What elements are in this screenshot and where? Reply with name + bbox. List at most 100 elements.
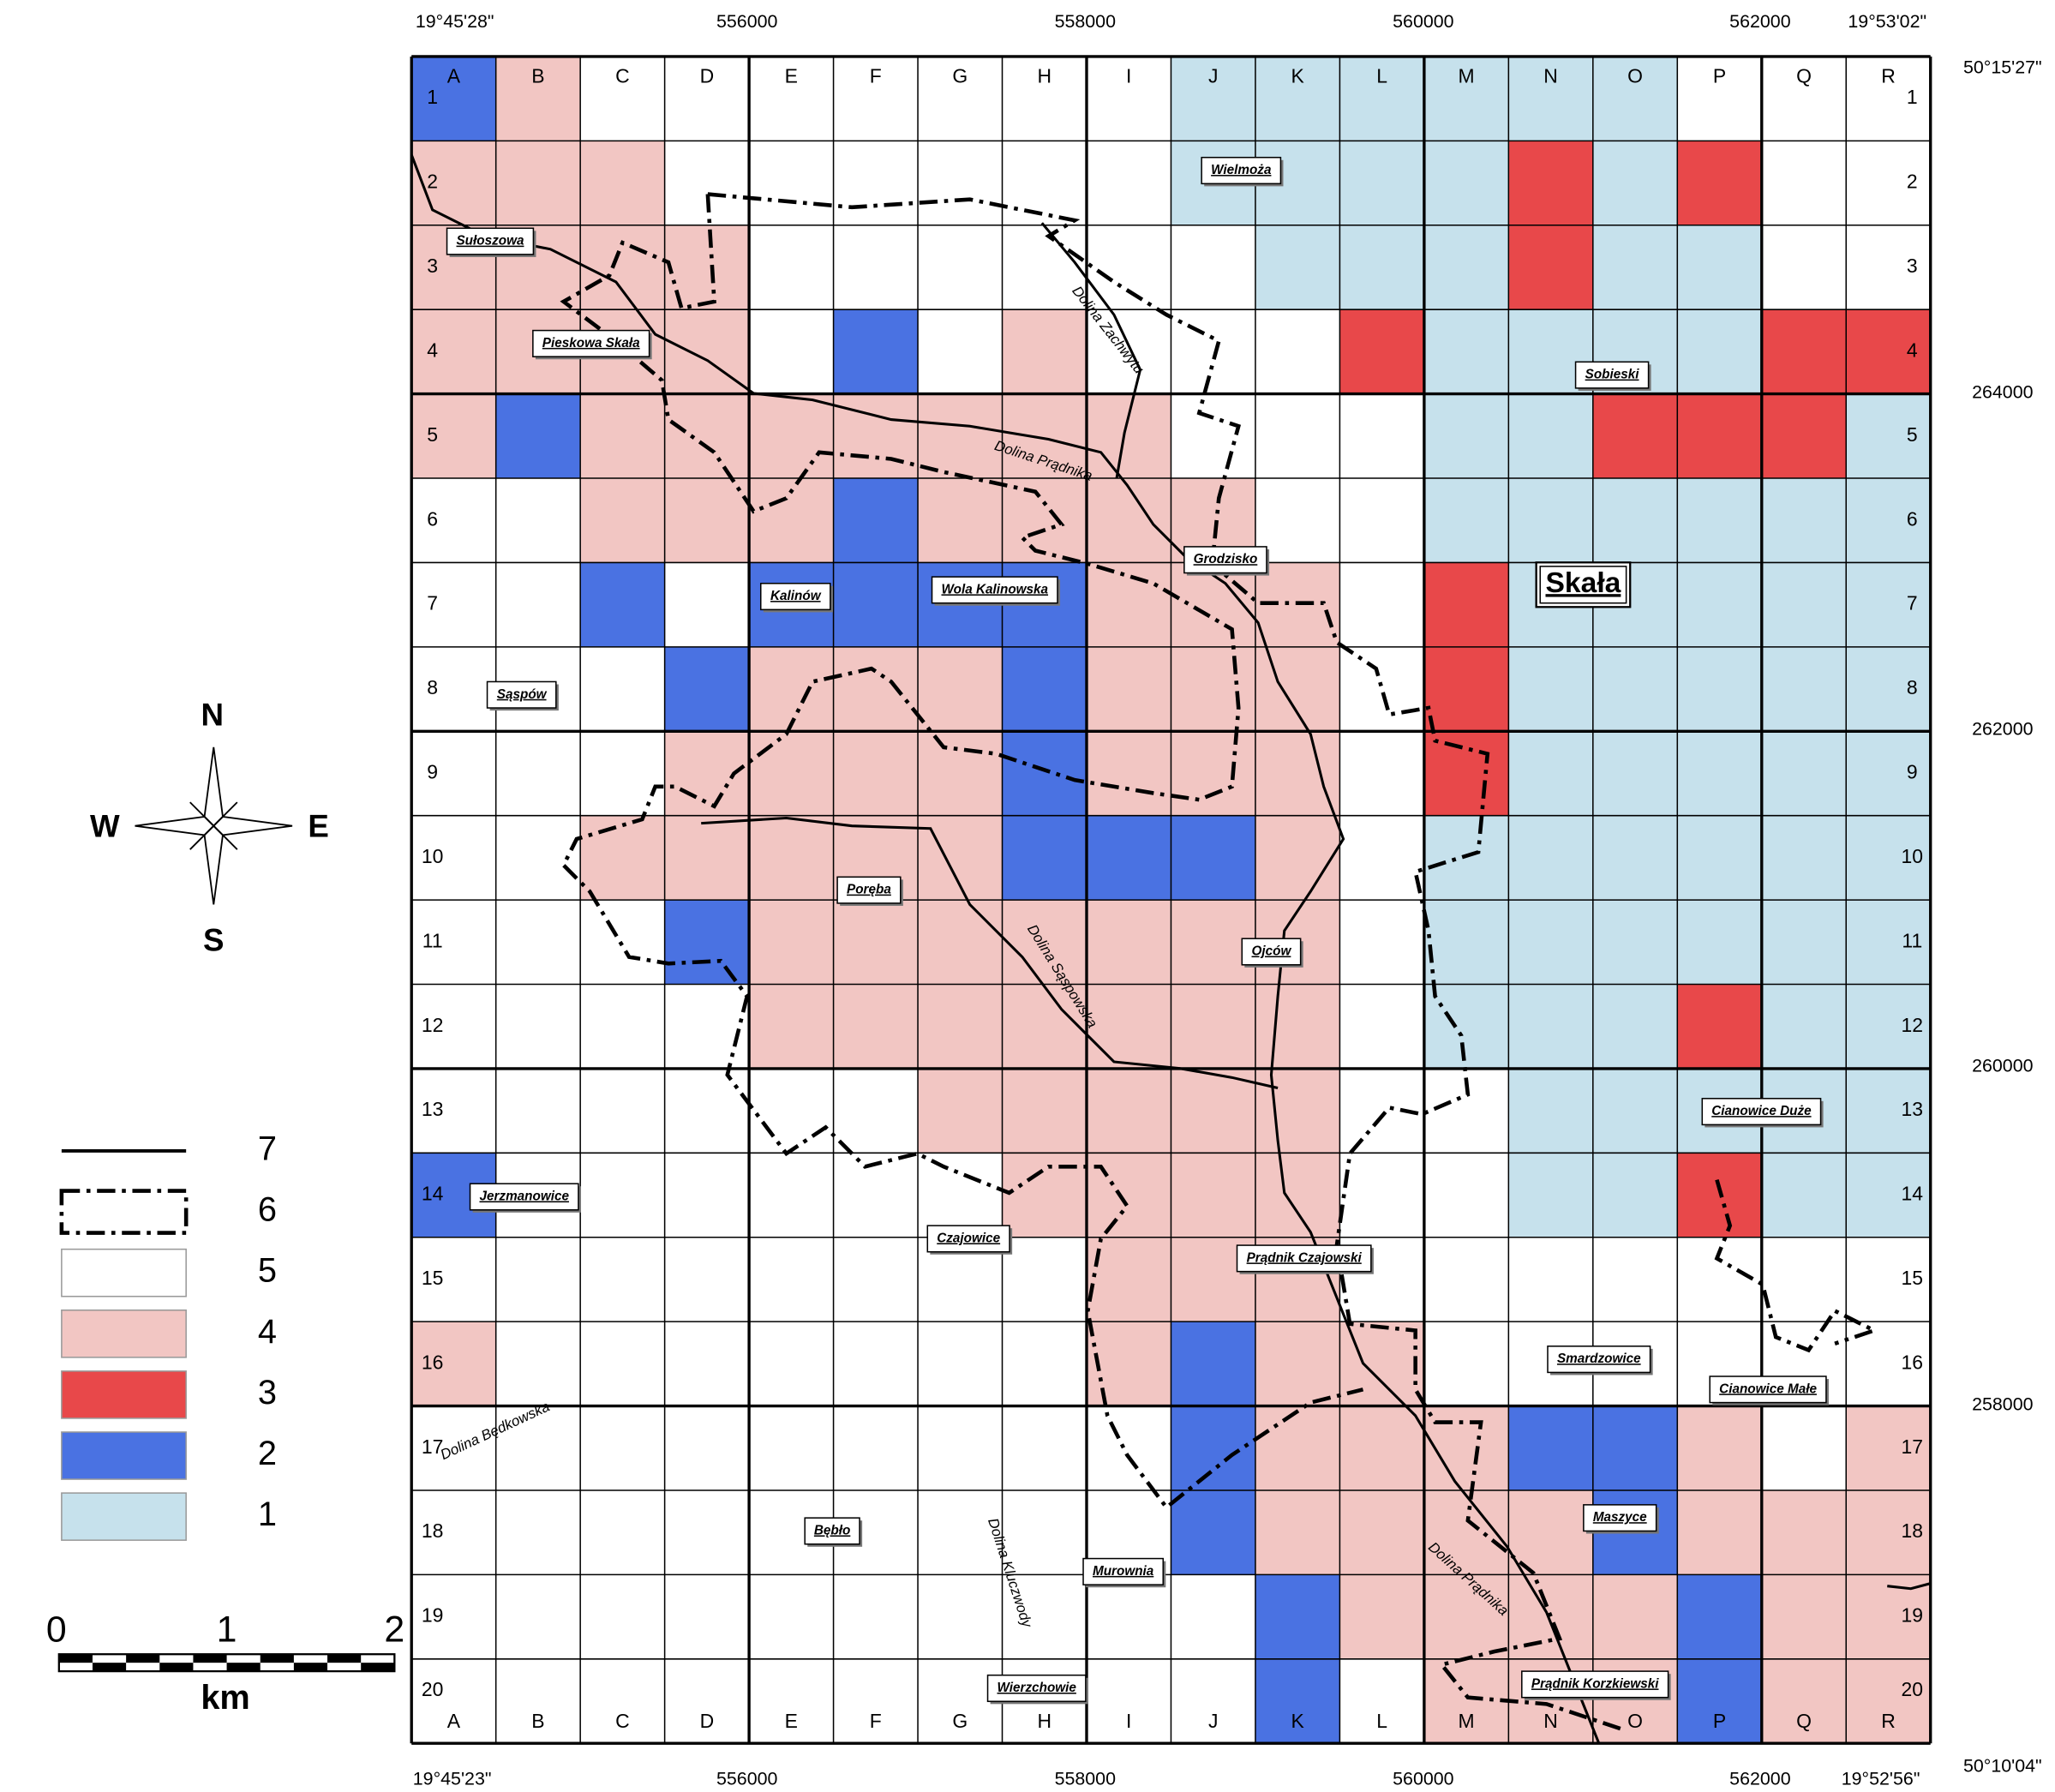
grid-cell xyxy=(833,646,919,732)
grid-cell xyxy=(580,141,665,225)
column-label: B xyxy=(531,1710,544,1732)
grid-cell xyxy=(1171,731,1255,816)
row-label: 6 xyxy=(427,507,438,530)
grid-cell xyxy=(918,478,1003,563)
grid-cell xyxy=(1002,900,1087,985)
grid-cell xyxy=(918,1574,1003,1659)
grid-cell xyxy=(1423,562,1509,647)
grid-cell xyxy=(411,1489,496,1575)
coordinate-label: 50°10'04" xyxy=(1963,1755,2042,1776)
grid-cell xyxy=(1171,1489,1255,1575)
grid-cell xyxy=(749,815,834,901)
scale-unit: km xyxy=(201,1679,249,1717)
grid-cell xyxy=(495,1489,581,1575)
grid-cell xyxy=(1677,1574,1762,1659)
grid-cell xyxy=(1423,646,1509,732)
grid-cell xyxy=(664,393,750,479)
grid-cell xyxy=(1002,225,1087,310)
scale-bar-segment xyxy=(126,1654,160,1663)
row-label: 4 xyxy=(427,339,438,361)
grid-cell xyxy=(411,900,496,985)
grid-cell xyxy=(1677,225,1762,310)
label-box xyxy=(1521,1670,1669,1699)
grid-cell xyxy=(1761,646,1847,732)
grid-cell xyxy=(664,562,750,647)
boundary xyxy=(560,192,1879,1733)
grid-cell xyxy=(1592,478,1678,563)
place-label: Wielmoża xyxy=(1201,156,1284,187)
grid-cell xyxy=(1339,1489,1424,1575)
column-label: K xyxy=(1291,1710,1305,1732)
label-box xyxy=(1236,1244,1372,1273)
label-box xyxy=(759,582,831,611)
scale-bar-segment xyxy=(193,1654,227,1663)
coordinate-label: 558000 xyxy=(1055,1769,1117,1789)
grid-cell xyxy=(664,1068,750,1154)
grid-cell xyxy=(918,393,1003,479)
place-name: Prądnik Korzkiewski xyxy=(1531,1676,1659,1691)
scale-bar-segment xyxy=(58,1654,93,1663)
row-label: 1 xyxy=(1907,86,1918,108)
grid-cell xyxy=(918,225,1003,310)
place-name: Cianowice Duże xyxy=(1711,1104,1812,1118)
grid-cell xyxy=(580,1237,665,1322)
row-label: 19 xyxy=(422,1604,444,1627)
grid-cell xyxy=(1761,900,1847,985)
place-name: Jerzmanowice xyxy=(479,1190,569,1204)
grid-cell xyxy=(1592,731,1678,816)
grid-cell xyxy=(1761,478,1847,563)
place-label: Murownia xyxy=(1082,1557,1166,1588)
place-name: Wielmoża xyxy=(1211,163,1272,177)
grid-cell xyxy=(1592,225,1678,310)
compass-letter: E xyxy=(308,808,328,843)
grid-cell xyxy=(1086,141,1171,225)
boundary-line xyxy=(707,192,1627,1733)
column-label: A xyxy=(447,1710,461,1732)
scale-tick-label: 1 xyxy=(217,1609,237,1651)
grid-cell xyxy=(664,1658,750,1744)
place-label: Sąspów xyxy=(486,680,559,711)
column-label: C xyxy=(615,1710,630,1732)
grid-cell xyxy=(1423,1153,1509,1238)
grid-cell xyxy=(495,1068,581,1154)
grid-cell xyxy=(1423,56,1509,141)
grid-cell xyxy=(833,1574,919,1659)
grid-cell xyxy=(1423,1322,1509,1406)
scale-bar-segment xyxy=(92,1663,127,1672)
grid-cell xyxy=(1255,815,1340,901)
grid-cell xyxy=(918,731,1003,816)
grid-cell xyxy=(1761,56,1847,141)
legend-label: 2 xyxy=(258,1435,277,1472)
grid-cell xyxy=(833,1153,919,1238)
grid-cell xyxy=(1761,225,1847,310)
grid-cell xyxy=(1171,984,1255,1069)
legend-swatch xyxy=(61,1248,187,1298)
grid-cell xyxy=(1002,309,1087,394)
grid-cell xyxy=(1423,900,1509,985)
grid-cell xyxy=(1255,393,1340,479)
grid-cell xyxy=(411,1405,496,1490)
scale-bar-segment xyxy=(327,1654,362,1663)
grid-cell xyxy=(495,1237,581,1322)
grid-cell xyxy=(1677,646,1762,732)
grid-cell xyxy=(664,1405,750,1490)
grid-cell xyxy=(1508,646,1593,732)
grid-cell xyxy=(1508,478,1593,563)
compass-arm xyxy=(213,825,238,850)
row-label: 14 xyxy=(1902,1183,1924,1205)
grid-cell xyxy=(1846,393,1931,479)
grid-cell xyxy=(580,815,665,901)
grid-cell xyxy=(1761,141,1847,225)
compass xyxy=(135,746,293,905)
grid-cell xyxy=(1677,393,1762,479)
grid-cell xyxy=(918,1405,1003,1490)
row-label: 2 xyxy=(1907,171,1918,193)
grid-cell xyxy=(1339,815,1424,901)
row-label: 7 xyxy=(427,592,438,614)
grid-cell xyxy=(749,900,834,985)
row-label: 13 xyxy=(1902,1098,1924,1120)
grid-cell xyxy=(1255,309,1340,394)
grid-cell xyxy=(1086,1405,1171,1490)
coordinate-label: 562000 xyxy=(1729,11,1791,32)
grid-cell xyxy=(749,56,834,141)
